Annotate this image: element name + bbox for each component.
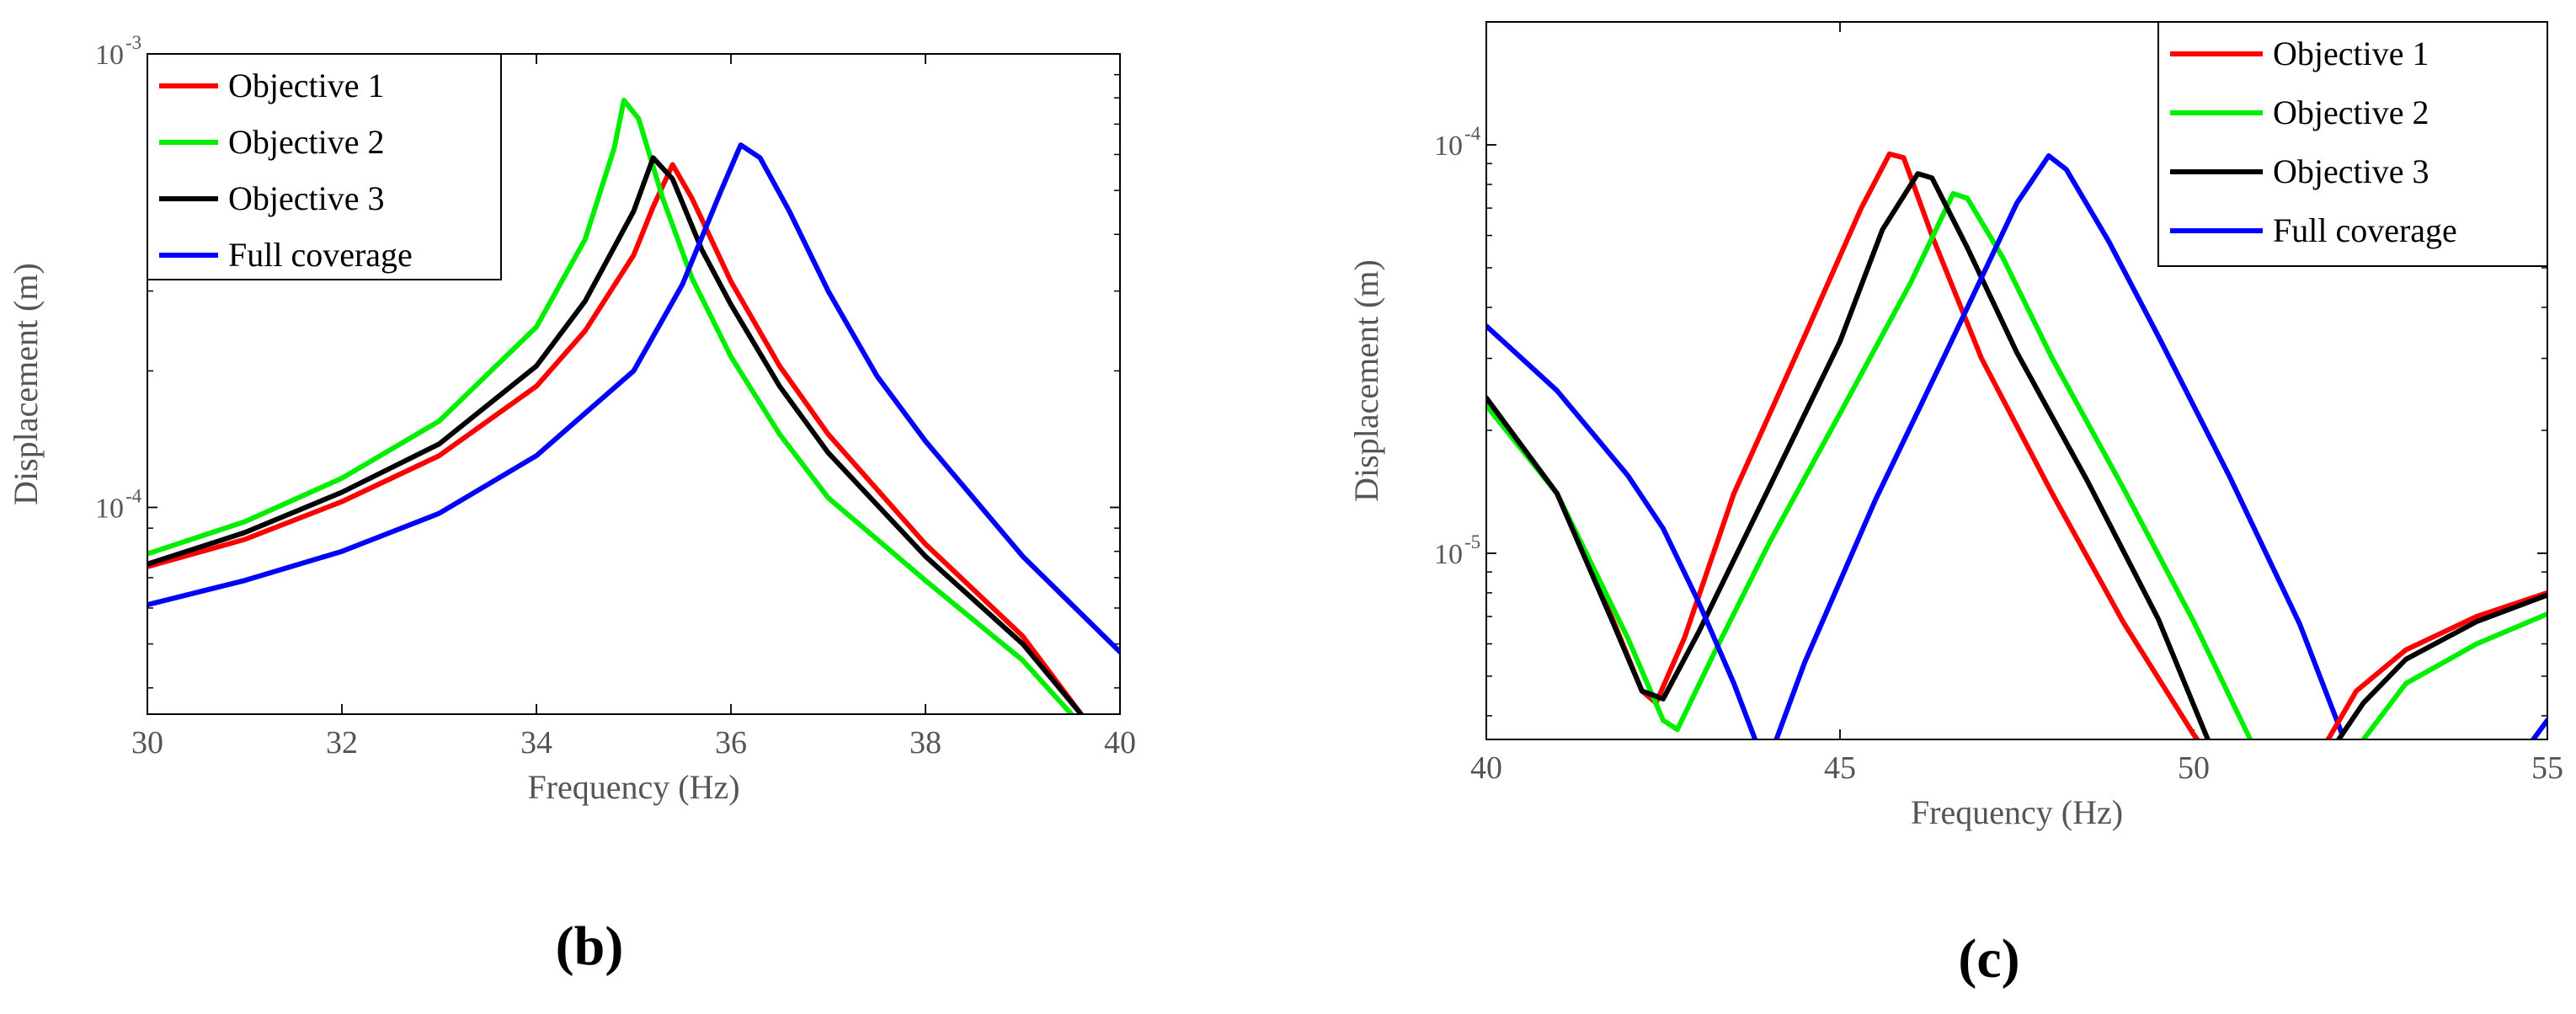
legend-label: Full coverage bbox=[228, 236, 413, 274]
series-line-full-coverage bbox=[1773, 153, 2345, 739]
y-tick-label: 10 bbox=[95, 493, 124, 524]
y-tick-exponent: -4 bbox=[125, 485, 142, 506]
series-line-objective-1 bbox=[2325, 590, 2547, 739]
series-line-full-coverage bbox=[1486, 323, 1758, 739]
series-line-objective-3 bbox=[147, 155, 1084, 714]
x-tick-label: 34 bbox=[520, 725, 552, 760]
legend-label: Objective 1 bbox=[228, 67, 385, 104]
plot-frame bbox=[147, 53, 1121, 715]
y-tick-exponent: -4 bbox=[1464, 123, 1481, 144]
x-tick-label: 32 bbox=[326, 725, 358, 760]
legend-label: Full coverage bbox=[2273, 211, 2457, 249]
series-line-objective-1 bbox=[147, 162, 1084, 714]
series-line-full-coverage bbox=[2531, 718, 2547, 739]
series-line-full-coverage bbox=[147, 142, 1120, 655]
legend-label: Objective 3 bbox=[2273, 152, 2429, 190]
legend-label: Objective 2 bbox=[2273, 93, 2429, 131]
x-axis-label: Frequency (Hz) bbox=[1911, 793, 2123, 831]
y-axis-label: Displacement (m) bbox=[7, 263, 45, 505]
series-line-objective-2 bbox=[147, 98, 1075, 714]
y-tick-label: 10 bbox=[95, 40, 124, 71]
legend: Objective 1 Objective 2 Objective 3 Full co… bbox=[147, 53, 502, 280]
legend: Objective 1 Objective 2 Objective 3 Full co… bbox=[2157, 21, 2548, 267]
series-line-objective-3 bbox=[2336, 592, 2547, 739]
series-line-objective-2 bbox=[2360, 611, 2547, 739]
series-line-objective-1 bbox=[1486, 151, 2200, 739]
legend-label: Objective 1 bbox=[2273, 35, 2429, 72]
y-axis-label: Displacement (m) bbox=[1347, 259, 1385, 502]
x-tick-label: 40 bbox=[1104, 725, 1136, 760]
series-line-objective-3 bbox=[1486, 171, 2211, 739]
x-tick-label: 40 bbox=[1470, 750, 1502, 786]
x-tick-label: 55 bbox=[2531, 750, 2563, 786]
y-tick-label: 10 bbox=[1434, 131, 1463, 162]
plot-frame bbox=[1485, 21, 2548, 740]
legend-label: Objective 2 bbox=[228, 123, 385, 161]
panel-label: (b) bbox=[556, 915, 624, 977]
x-tick-label: 30 bbox=[131, 725, 163, 760]
x-tick-label: 38 bbox=[909, 725, 941, 760]
y-tick-exponent: -3 bbox=[125, 32, 141, 53]
y-tick-label: 10 bbox=[1434, 539, 1463, 570]
legend-label: Objective 3 bbox=[228, 179, 385, 217]
panel-label: (c) bbox=[1958, 928, 2019, 990]
x-axis-label: Frequency (Hz) bbox=[527, 768, 739, 806]
x-tick-label: 36 bbox=[715, 725, 747, 760]
x-tick-label: 45 bbox=[1824, 750, 1856, 786]
y-tick-exponent: -5 bbox=[1464, 531, 1480, 552]
x-tick-label: 50 bbox=[2178, 750, 2210, 786]
series-line-objective-2 bbox=[1486, 190, 2253, 739]
